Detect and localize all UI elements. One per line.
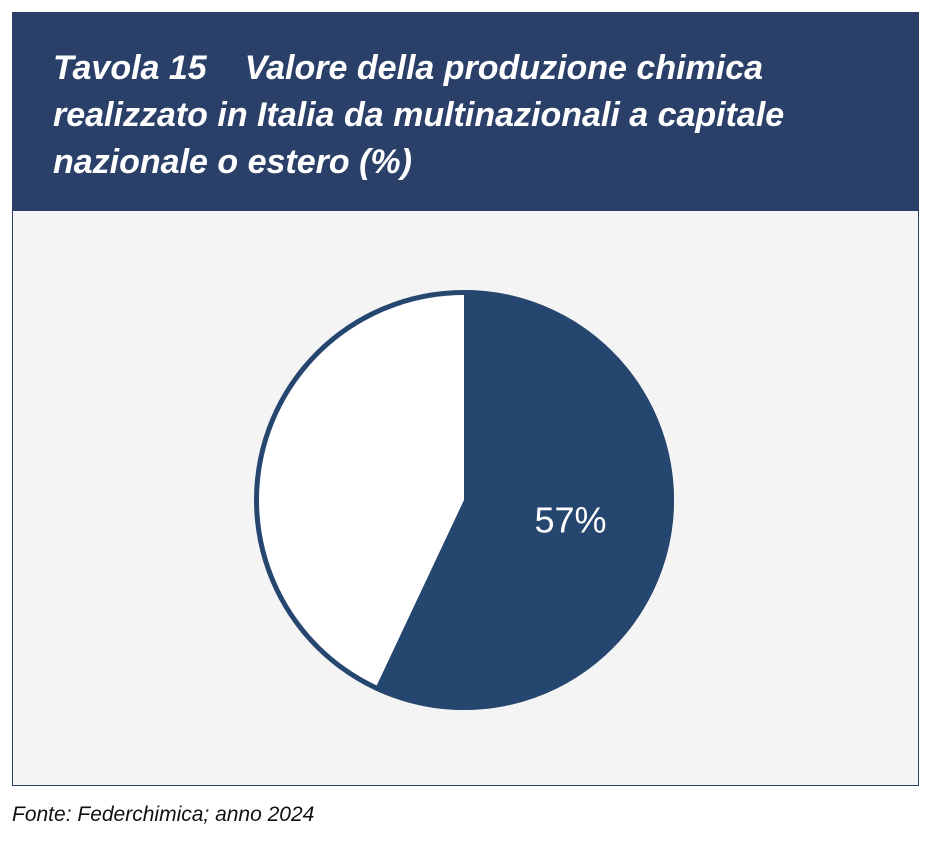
table-number: Tavola 15 [53, 49, 207, 87]
chart-title: Tavola 15 Valore della produzione chimica… [53, 45, 893, 186]
pie-slice-1 [258, 295, 464, 686]
chart-frame: Tavola 15 Valore della produzione chimica… [12, 12, 919, 786]
source-note: Fonte: Federchimica; anno 2024 [12, 803, 315, 826]
title-text: Valore della produzione chimica realizza… [53, 49, 785, 181]
chart-header: Tavola 15 Valore della produzione chimica… [13, 13, 918, 211]
pie-slice-0 [374, 290, 674, 710]
pie-slice-label: 57% [534, 500, 606, 541]
